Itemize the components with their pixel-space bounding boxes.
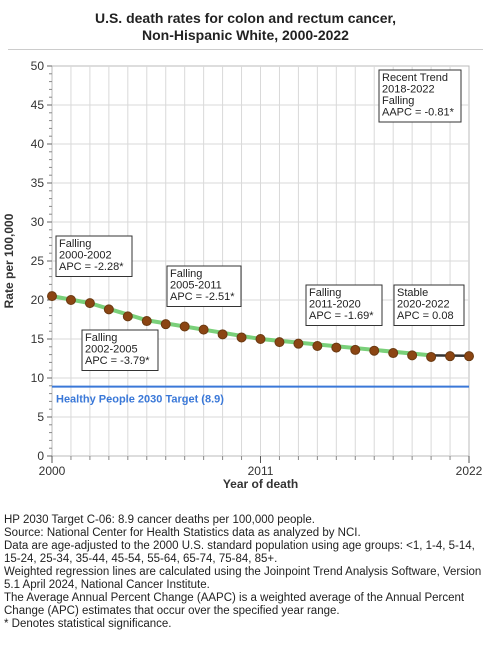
annotation-text: APC = -3.79* [85,355,150,367]
data-point [47,291,57,302]
annotation-text: APC = -1.69* [309,310,374,322]
annotation-box [305,284,383,326]
footnote-aapc: The Average Annual Percent Change (AAPC)… [4,592,465,617]
data-point [388,348,399,359]
data-point [426,351,437,362]
annotation-text: Falling [170,268,202,280]
footnotes: HP 2030 Target C-06: 8.9 cancer deaths p… [4,514,488,631]
annotation-text: 2002-2005 [85,344,138,356]
annotation-text: Falling [85,332,117,344]
data-point [274,337,285,348]
data-point [103,304,114,315]
footnote-hp2030: HP 2030 Target C-06: 8.9 cancer deaths p… [4,514,315,526]
annotation-text: APC = -2.28* [59,261,124,273]
footnote-age-adjust: Data are age-adjusted to the 2000 U.S. s… [4,540,475,565]
line-chart: 0 5 10 15 20 25 30 35 40 45 50 2000 2011 2022 Year of … [2,59,483,491]
title-divider [8,49,483,50]
y-tick-label: 10 [31,371,45,385]
data-point [350,344,361,355]
annotation-text: 2020-2022 [397,299,450,311]
annotation-box [81,329,159,371]
data-point [445,351,456,362]
annotation-text: Stable [397,287,428,299]
footnote-source: Source: National Center for Health Stati… [4,527,361,539]
y-tick-label: 0 [37,449,44,463]
annotation-text: Falling [382,95,414,107]
y-tick-label: 30 [31,215,45,229]
footnote-joinpoint: Weighted regression lines are calculated… [4,566,482,591]
data-point [293,338,304,349]
x-tick-label: 2011 [248,464,274,478]
annotation-box [378,69,462,123]
data-point [122,311,133,322]
chart-title-block: U.S. death rates for colon and rectum ca… [0,10,491,44]
annotation-text: AAPC = -0.81* [382,107,455,119]
data-point [407,350,418,361]
target-label: Healthy People 2030 Target (8.9) [56,394,224,406]
data-point [369,345,380,356]
annotation-box [393,284,465,326]
chart-subtitle: Non-Hispanic White, 2000-2022 [142,27,349,43]
data-point [312,341,323,352]
annotation-text: 2011-2020 [309,299,361,311]
x-axis-label: Year of death [223,477,298,491]
trend-segment [87,301,149,323]
annotation-text: Recent Trend [382,72,448,84]
x-tick-label: 2000 [39,464,66,478]
data-point [236,332,247,343]
data-point [84,298,95,309]
trend-segment [258,337,434,358]
data-point [160,319,171,330]
y-tick-label: 15 [31,332,45,346]
data-point [65,295,76,305]
y-tick-label: 5 [37,410,44,424]
data-point [331,342,342,353]
y-tick-label: 45 [31,98,45,112]
data-point [255,334,266,344]
annotation-text: Falling [59,238,91,250]
data-point [198,324,209,335]
annotation-text: APC = 0.08 [397,310,454,322]
annotation-box [166,265,242,307]
annotation-text: Falling [309,287,341,299]
chart-title: U.S. death rates for colon and rectum ca… [94,10,397,26]
footnote-significance: * Denotes statistical significance. [4,618,172,630]
y-tick-label: 50 [31,59,45,73]
annotation-text: APC = -2.51* [170,291,235,303]
data-point [464,351,474,362]
y-tick-label: 35 [31,176,45,190]
annotation-text: 2005-2011 [170,280,222,292]
y-tick-label: 20 [31,293,45,307]
data-point [179,321,190,332]
annotation-box [55,235,133,277]
annotation-text: 2018-2022 [382,84,435,96]
y-axis-label: Rate per 100,000 [2,213,16,308]
data-point [141,316,152,327]
x-tick-label: 2022 [456,464,483,478]
y-tick-label: 40 [31,137,45,151]
data-point [217,329,228,340]
annotation-text: 2000-2002 [59,250,112,262]
y-tick-label: 25 [31,254,45,268]
